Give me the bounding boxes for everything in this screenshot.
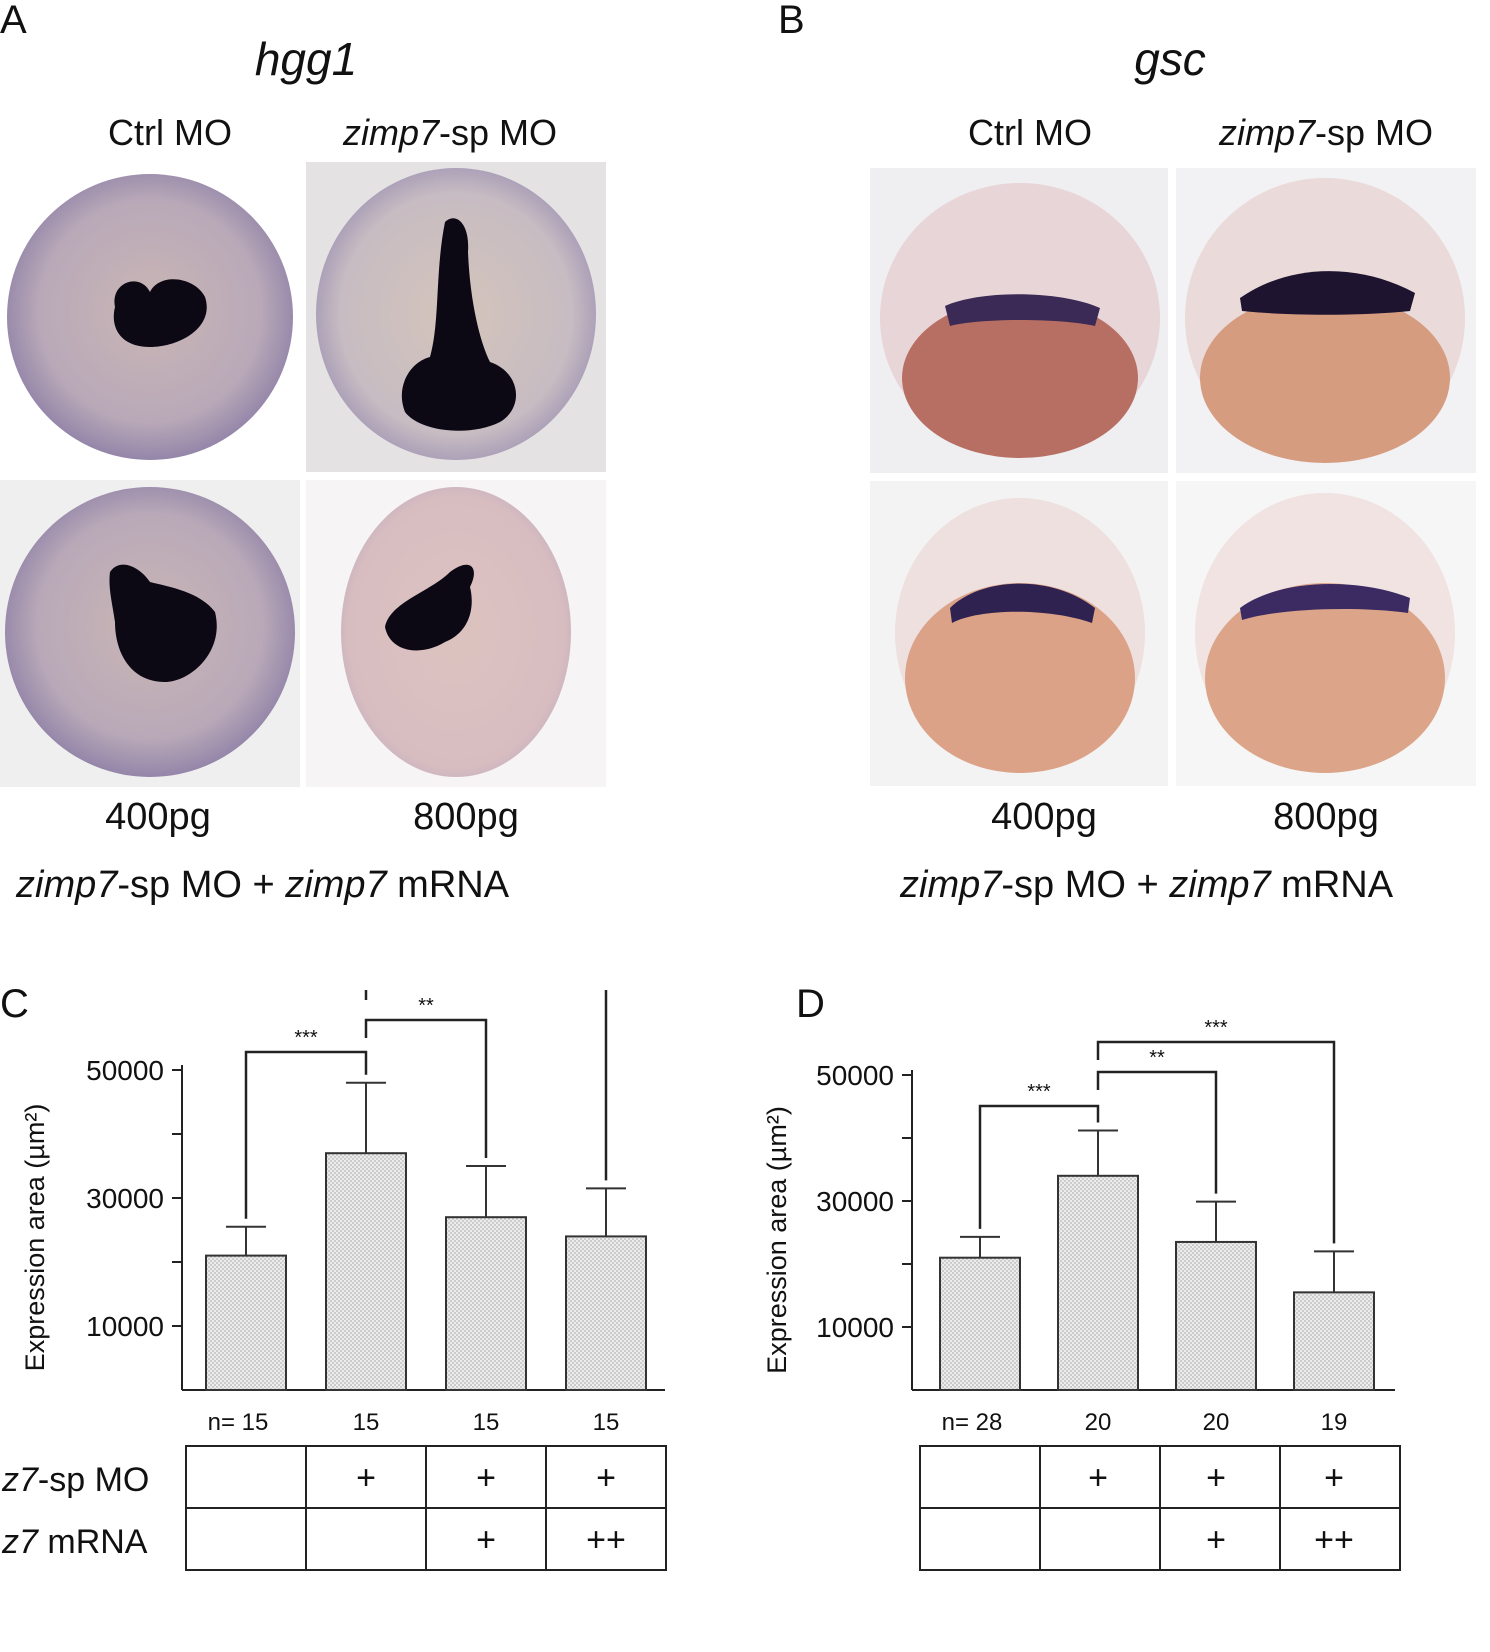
significance-bracket — [244, 1050, 368, 1219]
panel-b-gene-title: gsc — [1134, 33, 1206, 85]
bar — [325, 1152, 407, 1391]
n-label: 15 — [593, 1409, 620, 1436]
significance-label: ** — [418, 995, 434, 1017]
staining-spot — [109, 564, 217, 682]
staining-band — [945, 294, 1100, 326]
staining-band — [1240, 271, 1415, 315]
bar — [1057, 1174, 1139, 1391]
significance-label: ** — [1149, 1047, 1165, 1069]
table-cell: + — [1088, 1459, 1108, 1497]
panel-d-chart: 50000 30000 10000 Expression area (µm²) n= 2… — [762, 1017, 1401, 1571]
panel-b-col2-label: zimp7-sp MO — [1218, 112, 1434, 153]
significance-label: *** — [1027, 1081, 1051, 1103]
n-label: 20 — [1203, 1409, 1230, 1436]
y-tick-label: 10000 — [816, 1312, 894, 1343]
panel-a-rescue-label: zimp7-sp MO + zimp7 mRNA — [16, 864, 510, 906]
y-tick-label: 50000 — [816, 1060, 894, 1091]
table-row-label: z7-sp MO — [1, 1461, 149, 1499]
panel-a-col2-label: zimp7-sp MO — [342, 112, 558, 153]
panel-d-letter: D — [796, 982, 825, 1026]
y-tick-label: 30000 — [816, 1186, 894, 1217]
panel-a-dose-800: 800pg — [413, 796, 519, 838]
y-axis-label: Expression area (µm²) — [762, 1106, 792, 1374]
panel-b-rescue-label: zimp7-sp MO + zimp7 mRNA — [900, 864, 1394, 906]
table-cell: ++ — [1314, 1521, 1354, 1559]
bar — [939, 1256, 1021, 1392]
significance-label: *** — [1204, 1017, 1228, 1039]
panel-b-dose-400: 400pg — [991, 796, 1097, 838]
y-axis-label: Expression area (µm²) — [20, 1104, 50, 1372]
significance-bracket — [1096, 1040, 1336, 1244]
panel-a-letter: A — [0, 0, 27, 42]
table-row-label: z7 mRNA — [1, 1523, 148, 1561]
significance-bracket — [364, 990, 608, 1181]
staining-band — [950, 583, 1095, 623]
y-tick-label: 50000 — [86, 1055, 164, 1086]
staining-spot — [113, 279, 207, 347]
significance-bracket — [1096, 1070, 1218, 1194]
bar — [1293, 1291, 1375, 1392]
n-label: 15 — [353, 1409, 380, 1436]
table-cell: + — [356, 1459, 376, 1497]
table-cell: + — [1206, 1521, 1226, 1559]
bar — [1175, 1240, 1257, 1391]
staining-spot — [385, 564, 474, 651]
significance-label: *** — [294, 1027, 318, 1049]
bar — [565, 1235, 647, 1391]
panel-a-dose-400: 400pg — [105, 796, 211, 838]
staining-spot — [401, 218, 517, 431]
y-tick-label: 30000 — [86, 1183, 164, 1214]
table-cell: + — [476, 1521, 496, 1559]
panel-a-col1-label: Ctrl MO — [108, 112, 232, 153]
panel-b-col1-label: Ctrl MO — [968, 112, 1092, 153]
n-label: 19 — [1321, 1409, 1348, 1436]
bar — [445, 1216, 527, 1391]
panel-c-letter: C — [0, 982, 29, 1026]
table-cell: + — [1324, 1459, 1344, 1497]
significance-bracket — [364, 1018, 488, 1158]
panel-a-embryo-grid — [0, 162, 606, 787]
panel-b-embryo-grid — [870, 168, 1476, 786]
panel-b-dose-800: 800pg — [1273, 796, 1379, 838]
panel-c-chart: 50000 30000 10000 Expression area (µm²) n= 1… — [1, 990, 667, 1571]
table-cell: + — [476, 1459, 496, 1497]
y-tick-label: 10000 — [86, 1311, 164, 1342]
n-label: n= 15 — [208, 1409, 269, 1436]
n-label: n= 28 — [942, 1409, 1003, 1436]
table-cell: + — [1206, 1459, 1226, 1497]
panel-b-letter: B — [778, 0, 805, 42]
bar — [205, 1254, 287, 1391]
table-cell: ++ — [586, 1521, 626, 1559]
staining-band — [1240, 584, 1410, 620]
table-cell: + — [596, 1459, 616, 1497]
n-label: 15 — [473, 1409, 500, 1436]
panel-a-gene-title: hgg1 — [254, 33, 358, 85]
significance-bracket — [978, 1104, 1100, 1229]
n-label: 20 — [1085, 1409, 1112, 1436]
